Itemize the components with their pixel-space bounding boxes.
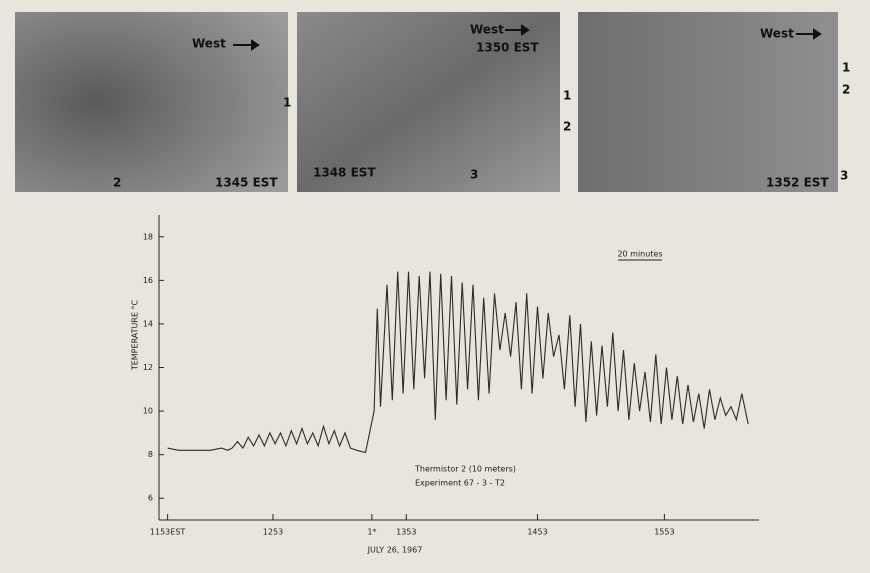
x-tick-label: 1453 [527,528,547,537]
photo-label: 1 [563,89,571,103]
y-tick-label: 10 [143,407,153,416]
y-tick-label: 6 [148,494,153,503]
photo-label: 1345 EST [215,176,278,190]
y-tick-label: 12 [143,363,153,372]
photo [578,12,838,192]
x-tick-label: 1153EST [150,528,185,537]
photo-label: West [192,37,226,51]
photo-label: West [470,23,504,37]
y-axis-label: TEMPERATURE °C [131,299,140,371]
annotation: Thermistor 2 (10 meters) [414,465,516,474]
x-tick-label: 1253 [263,528,283,537]
x-tick-label: 1* [367,528,376,537]
photo-label: 3 [470,168,478,182]
photo-label: 2 [113,176,121,190]
photo [15,12,288,192]
photo-label: 2 [563,120,571,134]
x-tick-label: 1553 [654,528,674,537]
photo-label: 3 [840,169,848,183]
annotation: Experiment 67 - 3 - T2 [415,479,505,488]
photo-label: 1352 EST [766,176,829,190]
y-tick-label: 16 [143,276,153,285]
photo-label: 1 [842,61,850,75]
y-tick-label: 8 [148,450,153,459]
y-tick-label: 14 [143,319,153,328]
x-axis-label: JULY 26, 1967 [367,546,423,555]
photo [297,12,560,192]
line-series [167,271,749,454]
scale-bar-label: 20 minutes [617,250,662,259]
x-tick-label: 1353 [396,528,416,537]
photo-label: 2 [842,83,850,97]
photo-label: 1350 EST [476,41,539,55]
arrows [233,24,822,51]
photo-label: 1348 EST [313,166,376,180]
y-tick-label: 18 [143,232,153,241]
photo-label: 1 [283,96,291,110]
photo-label: West [760,27,794,41]
